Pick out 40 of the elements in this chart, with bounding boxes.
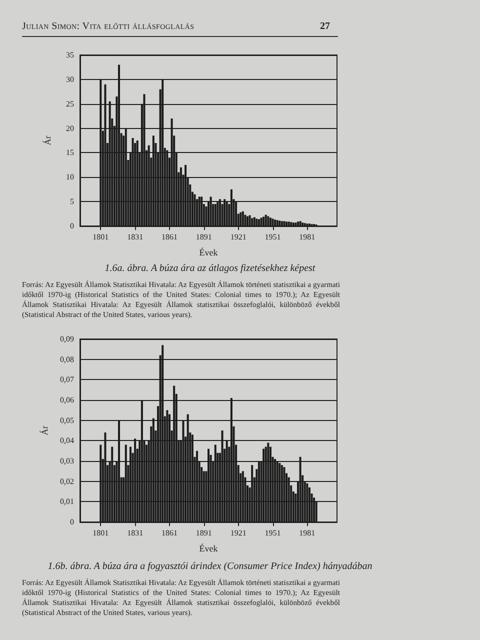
text: 1.6a. ábra. A búza ára az átlagos fizetésekhez képest: [104, 263, 316, 274]
text: Julian Simon: Vita előtti állásfoglalás: [22, 21, 194, 32]
y-tick-label: 25: [66, 99, 74, 108]
x-tick-label: 1981: [299, 528, 316, 538]
x-tick-label: 1831: [127, 232, 144, 242]
y-tick-label: 10: [66, 172, 74, 182]
text: 1.6b. ábra. A búza ára a fogyasztói árindex (Consumer Price Index) hányadában: [46, 561, 374, 572]
text: 27: [320, 21, 330, 32]
y-tick-label: 0,05: [60, 416, 74, 425]
y-tick-label: 0,02: [60, 476, 74, 486]
y-tick-label: 0: [70, 518, 74, 526]
x-tick-label: 1801: [92, 232, 109, 242]
y-tick-label: 35: [66, 50, 74, 60]
x-tick-label: 1951: [264, 232, 281, 242]
y-tick-label: 0,03: [60, 456, 74, 466]
x-axis-title: Évek: [199, 544, 218, 554]
y-tick-label: 0,09: [60, 334, 74, 344]
x-tick-label: 1891: [196, 232, 212, 242]
y-tick-label: 0,07: [60, 375, 74, 384]
x-axis-title: Évek: [199, 248, 218, 258]
y-tick-label: 0,04: [60, 436, 74, 446]
x-tick-label: 1921: [230, 528, 246, 538]
x-tick-label: 1951: [264, 528, 281, 538]
x-tick-label: 1861: [161, 232, 178, 242]
x-tick-label: 1891: [196, 528, 212, 538]
x-tick-label: 1981: [299, 232, 316, 242]
x-tick-label: 1861: [161, 528, 178, 538]
x-tick-label: 1831: [127, 528, 144, 538]
y-tick-label: 15: [66, 148, 74, 158]
y-axis-title: Ár: [42, 136, 52, 146]
x-tick-label: 1801: [92, 528, 109, 538]
y-tick-label: 20: [66, 124, 74, 133]
x-tick-label: 1921: [230, 232, 246, 242]
y-tick-label: 0,01: [60, 497, 74, 506]
y-tick-label: 5: [70, 197, 74, 206]
y-tick-label: 30: [66, 74, 74, 84]
y-tick-label: 0,08: [60, 354, 74, 364]
y-tick-label: 0: [70, 222, 74, 230]
y-tick-label: 0,06: [60, 396, 74, 404]
y-axis-title: Ár: [40, 426, 50, 436]
